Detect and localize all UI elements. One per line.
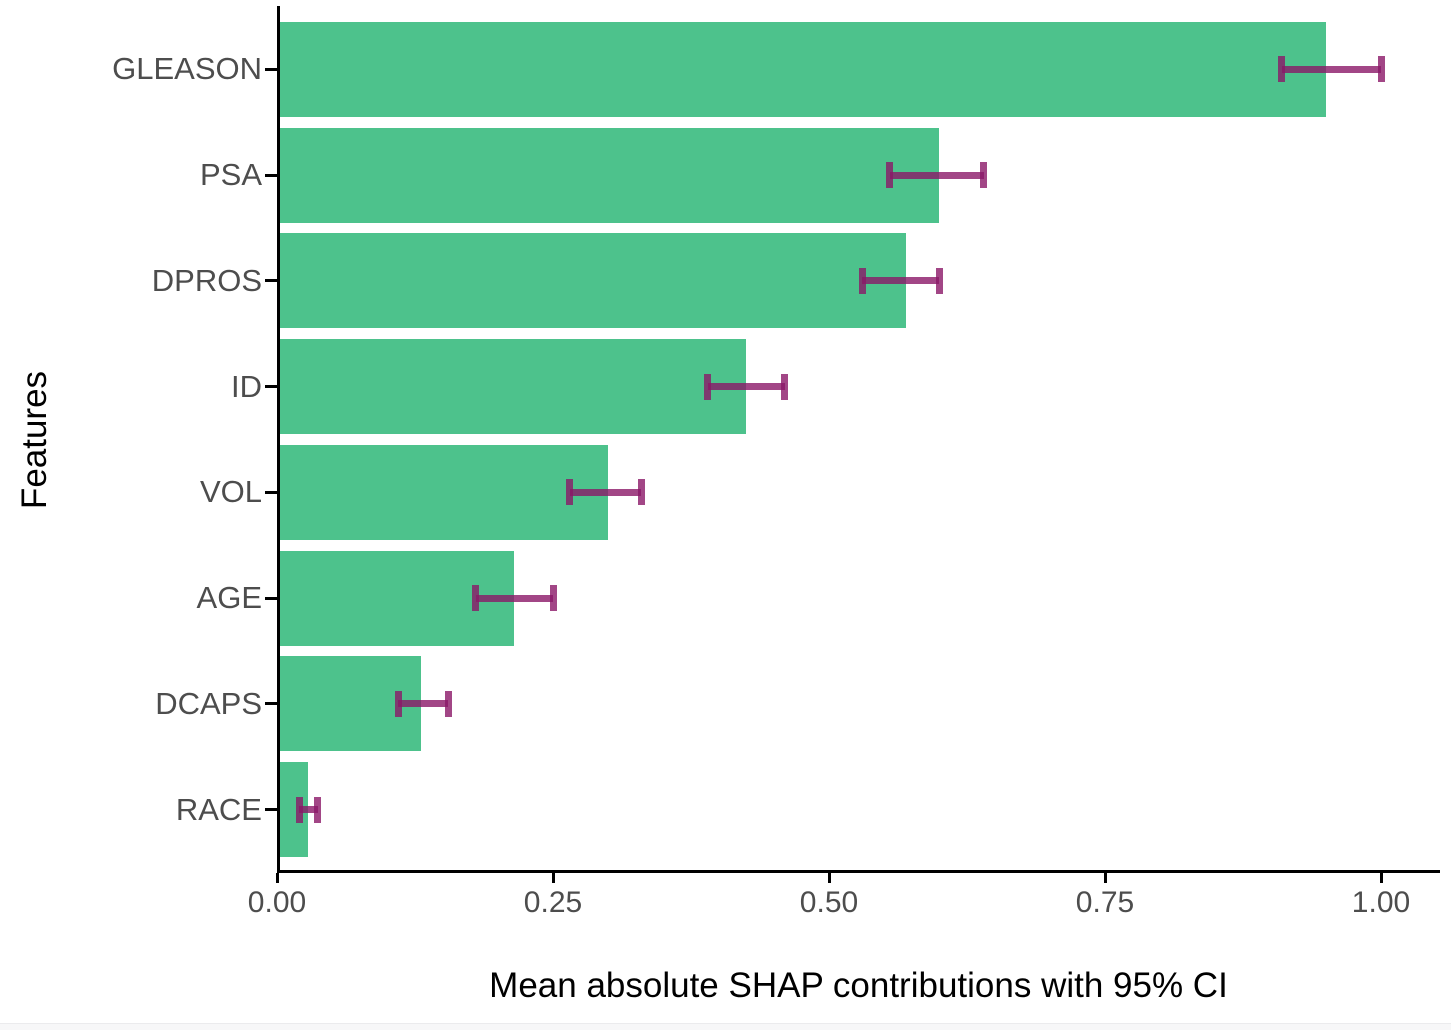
y-tick-dpros [265,279,277,283]
errorbar-cap-lo-id [704,373,712,400]
errorbar-line-race [299,806,318,814]
errorbar-cap-lo-psa [886,162,894,189]
errorbar-line-id [707,383,785,391]
y-tick-psa [265,173,277,177]
x-tick-0.75 [1103,873,1107,883]
category-label-id: ID [231,368,262,404]
category-label-age: AGE [196,580,262,616]
category-label-dpros: DPROS [151,262,262,298]
category-label-gleason: GLEASON [112,51,262,87]
x-tick-1.00 [1379,873,1383,883]
y-tick-race [265,808,277,812]
errorbar-cap-hi-age [549,585,557,612]
x-tick-label-0.75: 0.75 [1075,886,1135,919]
errorbar-cap-lo-dcaps [394,690,402,717]
errorbar-cap-hi-race [314,796,322,823]
errorbar-cap-hi-vol [637,479,645,506]
y-tick-age [265,596,277,600]
x-tick-label-0.50: 0.50 [799,886,859,919]
category-label-race: RACE [175,791,262,827]
x-tick-0.00 [275,873,279,883]
bar-vol [280,444,609,540]
category-label-vol: VOL [199,474,262,510]
y-tick-gleason [265,67,277,71]
errorbar-cap-lo-vol [566,479,574,506]
x-tick-0.50 [827,873,831,883]
errorbar-line-dpros [862,277,940,285]
x-tick-label-1.00: 1.00 [1351,886,1411,919]
errorbar-cap-hi-psa [980,162,988,189]
x-tick-0.25 [551,873,555,883]
bar-dpros [280,233,907,329]
category-label-psa: PSA [199,157,262,193]
errorbar-line-psa [889,171,984,179]
y-tick-id [265,385,277,389]
errorbar-cap-lo-race [295,796,303,823]
errorbar-line-dcaps [398,700,449,708]
category-label-dcaps: DCAPS [155,685,262,721]
y-tick-vol [265,490,277,494]
errorbar-line-gleason [1281,65,1381,73]
errorbar-cap-hi-dcaps [444,690,452,717]
errorbar-line-vol [569,488,642,496]
errorbar-cap-hi-id [781,373,789,400]
x-tick-label-0.00: 0.00 [247,886,307,919]
x-tick-label-0.25: 0.25 [523,886,583,919]
errorbar-cap-lo-dpros [858,267,866,294]
bottom-strip [0,1023,1451,1030]
errorbar-cap-hi-dpros [935,267,943,294]
errorbar-line-age [475,594,553,602]
y-tick-dcaps [265,702,277,706]
errorbar-cap-lo-age [472,585,480,612]
bar-gleason [280,21,1326,117]
errorbar-cap-lo-gleason [1278,56,1286,83]
plot-panel [277,6,1440,873]
errorbar-cap-hi-gleason [1377,56,1385,83]
x-axis-title: Mean absolute SHAP contributions with 95… [489,966,1228,1005]
bar-psa [280,127,940,223]
bar-id [280,339,747,435]
